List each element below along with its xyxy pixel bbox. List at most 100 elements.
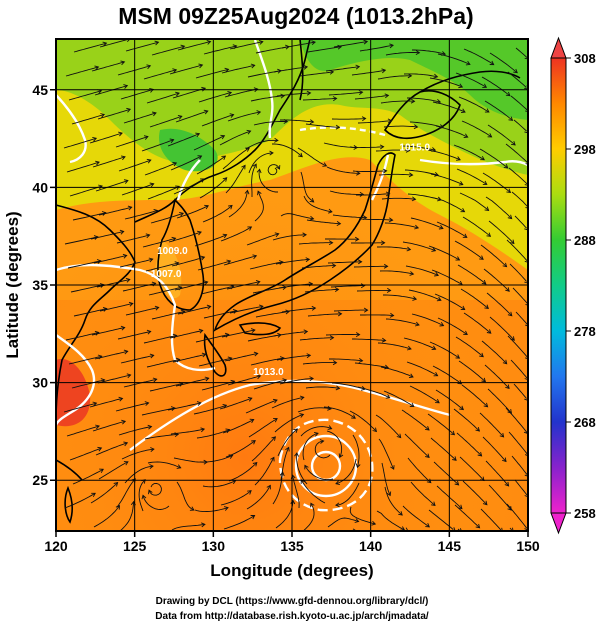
colorbar-min-arrow [550, 512, 567, 535]
streamline [405, 265, 439, 276]
streamline [199, 454, 233, 463]
streamline [489, 316, 515, 341]
streamline [278, 283, 313, 289]
streamline [297, 147, 327, 167]
streamline [90, 231, 124, 240]
streamline-arrowhead [259, 304, 264, 310]
streamline [485, 460, 509, 487]
streamline [280, 119, 314, 123]
streamline-arrowhead [148, 489, 153, 495]
streamline [430, 437, 457, 461]
streamline-arrowhead [175, 91, 180, 97]
streamline-arrowhead [293, 428, 299, 433]
streamline-arrowhead [425, 426, 430, 431]
streamline-arrowhead [282, 378, 288, 384]
streamline [149, 383, 183, 392]
streamline-arrowhead [258, 39, 264, 45]
streamline [459, 456, 485, 481]
streamline [457, 264, 487, 285]
streamline-arrowhead [102, 41, 108, 47]
streamline-arrowhead [275, 165, 281, 170]
streamline [331, 118, 366, 120]
streamline [480, 244, 507, 268]
china-coast [56, 204, 136, 421]
streamline [300, 479, 326, 504]
streamline-arrowhead [431, 501, 436, 506]
streamline-arrowhead [299, 413, 305, 418]
streamline-arrowhead [311, 40, 316, 46]
streamline-arrowhead [481, 279, 487, 285]
streamline-arrowhead [175, 185, 180, 190]
streamline-arrowhead [126, 39, 131, 43]
streamline-arrowhead [122, 253, 128, 259]
streamline-arrowhead [415, 50, 421, 55]
streamline [299, 71, 334, 77]
streamline-arrowhead [355, 64, 361, 70]
x-tick-label: 150 [516, 538, 540, 554]
streamline [412, 49, 446, 55]
streamline [299, 337, 334, 341]
colorbar-tick-label: 268 [574, 415, 596, 430]
streamline-arrowhead [482, 500, 488, 506]
streamline [200, 285, 234, 295]
streamline-arrowhead [200, 255, 206, 261]
streamline-arrowhead [201, 522, 206, 528]
streamline-arrowhead [120, 60, 126, 66]
streamline-arrowhead [311, 305, 317, 311]
streamline [454, 504, 480, 529]
streamline [408, 289, 442, 301]
streamline-arrowhead [524, 322, 528, 327]
colorbar: 258 268 278 288 298 308 [550, 36, 596, 535]
streamline-arrowhead [123, 84, 129, 89]
streamline [307, 46, 342, 53]
streamline [509, 527, 512, 531]
streamline [193, 135, 225, 151]
streamline [170, 155, 202, 171]
streamline-arrowhead [247, 226, 253, 231]
streamline-arrowhead [328, 240, 334, 246]
streamline-arrowhead [359, 191, 365, 197]
streamline [115, 136, 149, 148]
streamline [402, 505, 430, 528]
streamline-arrowhead [408, 172, 414, 178]
streamline [248, 152, 274, 174]
streamline [407, 97, 441, 103]
streamline-arrowhead [524, 492, 528, 498]
streamline [251, 163, 257, 197]
streamline-arrowhead [328, 208, 333, 214]
streamline-arrowhead [409, 271, 415, 276]
streamline [271, 396, 304, 409]
streamline-arrowhead [337, 44, 343, 50]
streamline-arrowhead [506, 188, 512, 194]
streamline-arrowhead [273, 418, 278, 423]
x-tick-label: 125 [123, 538, 147, 554]
streamline-arrowhead [272, 398, 278, 404]
streamline [404, 169, 439, 176]
streamline [197, 260, 231, 271]
streamline-arrowhead [385, 394, 391, 399]
streamline [169, 64, 203, 75]
streamline-arrowhead [197, 230, 202, 236]
streamline [352, 170, 387, 172]
streamline [273, 66, 308, 73]
streamline [463, 48, 494, 65]
streamline-arrowhead [244, 189, 250, 195]
streamline-arrowhead [252, 254, 258, 260]
streamline [360, 314, 394, 317]
streamline [120, 88, 154, 100]
streamline-arrowhead [379, 144, 385, 150]
streamline [147, 461, 181, 469]
streamline [281, 307, 316, 313]
streamline [507, 71, 527, 88]
streamline-arrowhead [102, 306, 108, 312]
streamline-arrowhead [525, 303, 528, 306]
streamline [378, 173, 413, 176]
streamline [434, 293, 465, 310]
streamline [406, 361, 438, 377]
streamline-arrowhead [279, 356, 285, 361]
streamline [142, 495, 170, 510]
streamline-arrowhead [121, 419, 127, 425]
streamline [95, 442, 128, 456]
streamline-arrowhead [507, 214, 513, 220]
streamline [221, 64, 255, 74]
